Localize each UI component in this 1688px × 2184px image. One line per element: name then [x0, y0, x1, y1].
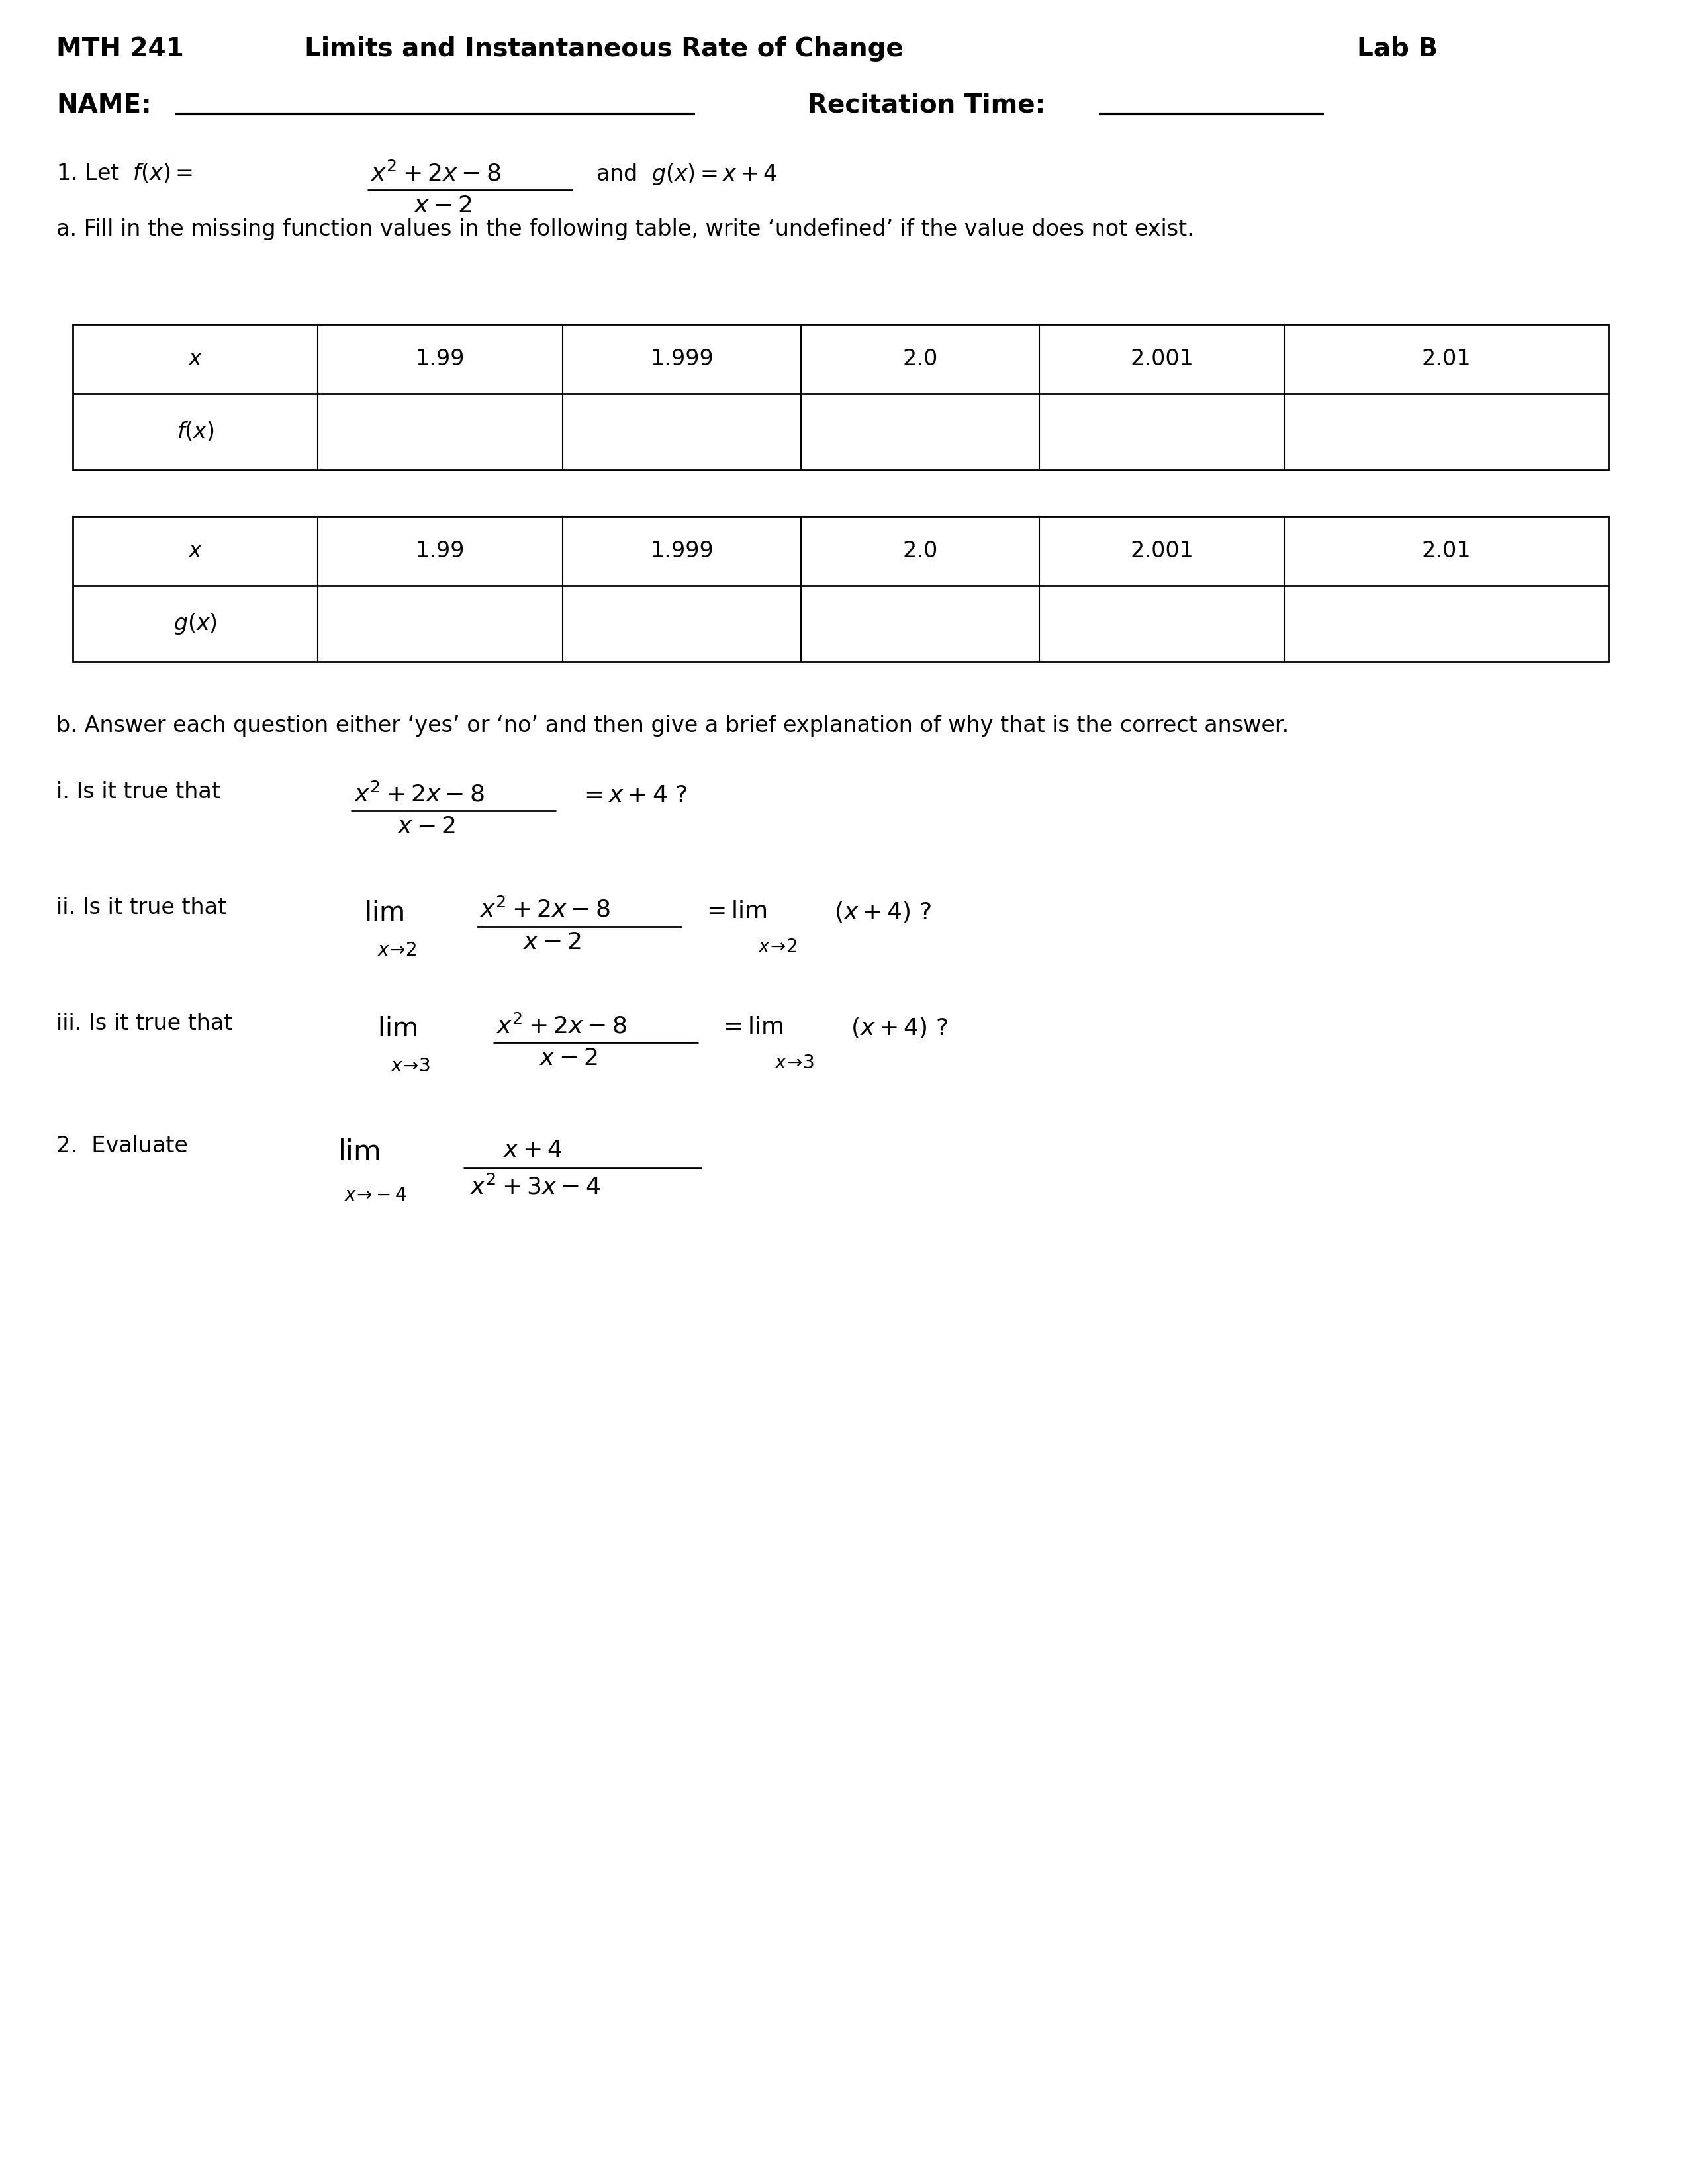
Text: $f(x)$: $f(x)$ — [177, 422, 214, 443]
Text: 2.0: 2.0 — [903, 539, 939, 561]
Text: iii. Is it true that: iii. Is it true that — [56, 1013, 233, 1035]
Text: $=\lim$: $=\lim$ — [717, 1016, 783, 1037]
Text: $x\!\to\!-4$: $x\!\to\!-4$ — [344, 1186, 407, 1206]
Text: $\lim$: $\lim$ — [365, 900, 403, 926]
Text: Limits and Instantaneous Rate of Change: Limits and Instantaneous Rate of Change — [304, 37, 903, 61]
Text: $x$: $x$ — [187, 347, 203, 369]
Text: $x - 2$: $x - 2$ — [397, 815, 456, 839]
Text: Lab B: Lab B — [1357, 37, 1438, 61]
Text: 1.99: 1.99 — [415, 539, 464, 561]
Text: $x$: $x$ — [187, 539, 203, 561]
Text: $x^2 + 3x - 4$: $x^2 + 3x - 4$ — [469, 1175, 601, 1199]
Text: 1. Let  $f(x) =$: 1. Let $f(x) =$ — [56, 162, 192, 186]
Text: $x - 2$: $x - 2$ — [540, 1046, 598, 1070]
Text: $x^2 + 2x - 8$: $x^2 + 2x - 8$ — [371, 162, 501, 186]
Text: 2.001: 2.001 — [1129, 347, 1193, 369]
Text: $g(x)$: $g(x)$ — [174, 612, 218, 636]
Text: MTH 241: MTH 241 — [56, 37, 184, 61]
Text: Recitation Time:: Recitation Time: — [807, 92, 1045, 118]
Text: and  $g(x) = x + 4$: and $g(x) = x + 4$ — [596, 162, 776, 186]
Text: b. Answer each question either ‘yes’ or ‘no’ and then give a brief explanation o: b. Answer each question either ‘yes’ or … — [56, 714, 1290, 736]
Text: $(x + 4)$ ?: $(x + 4)$ ? — [851, 1016, 949, 1040]
Text: 2.0: 2.0 — [903, 347, 939, 369]
Text: $(x + 4)$ ?: $(x + 4)$ ? — [834, 900, 932, 924]
Text: $x - 2$: $x - 2$ — [523, 930, 581, 954]
Text: $x\!\to\!2$: $x\!\to\!2$ — [758, 937, 797, 957]
Text: $x\!\to\!3$: $x\!\to\!3$ — [390, 1057, 430, 1075]
Text: $x^2 + 2x - 8$: $x^2 + 2x - 8$ — [354, 782, 484, 806]
Bar — [73, 323, 1609, 470]
Text: $x\!\to\!3$: $x\!\to\!3$ — [775, 1053, 814, 1072]
Text: 2.01: 2.01 — [1421, 347, 1470, 369]
Text: $x^2 + 2x - 8$: $x^2 + 2x - 8$ — [496, 1013, 626, 1037]
Text: $=\lim$: $=\lim$ — [702, 900, 766, 922]
Text: $\lim$: $\lim$ — [338, 1138, 380, 1166]
Text: 2.001: 2.001 — [1129, 539, 1193, 561]
Text: 1.999: 1.999 — [650, 347, 714, 369]
Text: 2.  Evaluate: 2. Evaluate — [56, 1136, 187, 1158]
Text: 1.99: 1.99 — [415, 347, 464, 369]
Text: 1.999: 1.999 — [650, 539, 714, 561]
Text: NAME:: NAME: — [56, 92, 152, 118]
Text: 2.01: 2.01 — [1421, 539, 1470, 561]
Text: $x^2 + 2x - 8$: $x^2 + 2x - 8$ — [479, 898, 609, 922]
Text: $x + 4$: $x + 4$ — [503, 1140, 562, 1162]
Text: $\lim$: $\lim$ — [378, 1016, 417, 1042]
Text: a. Fill in the missing function values in the following table, write ‘undefined’: a. Fill in the missing function values i… — [56, 218, 1193, 240]
Bar — [73, 515, 1609, 662]
Text: ii. Is it true that: ii. Is it true that — [56, 898, 226, 919]
Text: $x\!\to\!2$: $x\!\to\!2$ — [378, 941, 417, 959]
Text: $x - 2$: $x - 2$ — [414, 194, 473, 216]
Text: $= x + 4$ ?: $= x + 4$ ? — [579, 784, 687, 806]
Text: i. Is it true that: i. Is it true that — [56, 782, 219, 804]
